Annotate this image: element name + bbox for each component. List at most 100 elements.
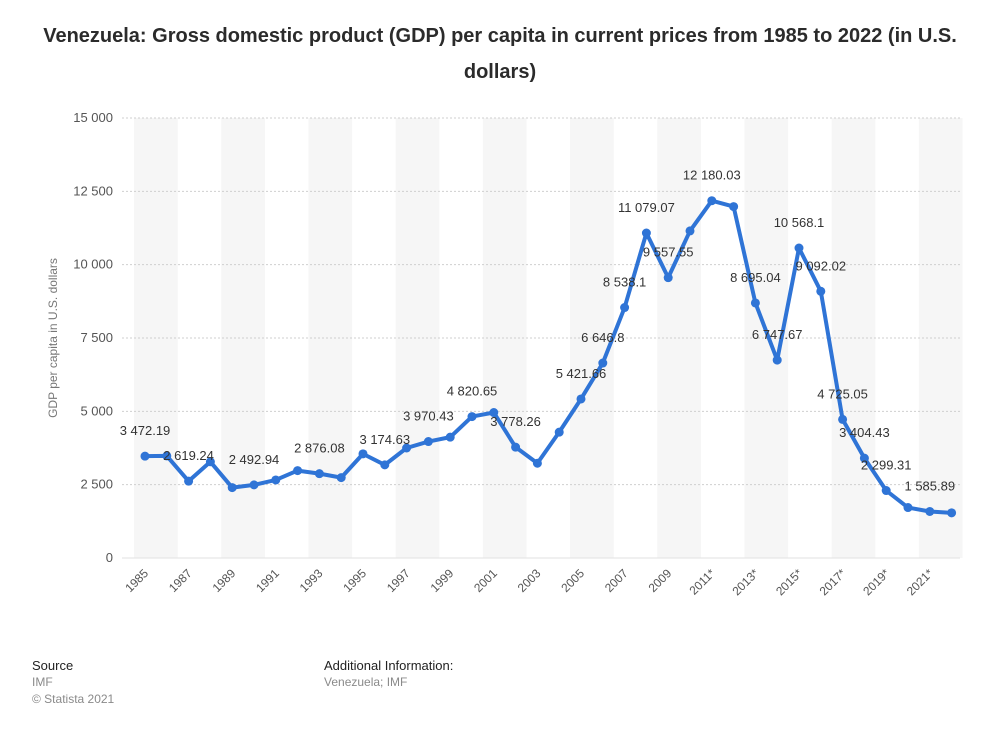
additional-info-heading: Additional Information: (324, 658, 454, 673)
x-tick-label: 2007 (602, 566, 631, 595)
x-tick-label: 1989 (210, 566, 239, 595)
data-point[interactable] (816, 286, 826, 296)
x-tick-label: 1987 (166, 566, 195, 595)
data-label: 8 695.04 (730, 270, 781, 285)
data-point[interactable] (641, 228, 651, 238)
x-tick-label: 1997 (384, 566, 413, 595)
y-axis-ticks: 0 2 500 5 000 7 500 10 000 12 500 15 000 (73, 110, 113, 565)
data-point[interactable] (445, 432, 455, 442)
x-tick-label: 2017* (817, 566, 849, 598)
x-axis-ticks: 1985 1987 1989 1991 1993 1995 1997 1999 2001 2003… (122, 566, 936, 598)
data-label: 8 538.1 (603, 275, 646, 290)
data-point[interactable] (184, 476, 194, 486)
y-axis-label: GDP per capita in U.S. dollars (46, 258, 60, 418)
y-tick-label: 15 000 (73, 110, 113, 125)
x-tick-label: 2015* (773, 566, 805, 598)
data-point[interactable] (620, 303, 630, 313)
x-tick-label: 1995 (340, 566, 369, 595)
additional-info-text: Venezuela; IMF (324, 675, 408, 689)
additional-info-block: Additional Information: Venezuela; IMF (324, 657, 453, 691)
data-label: 6 747.67 (752, 327, 803, 342)
data-point[interactable] (423, 437, 433, 447)
y-tick-label: 7 500 (80, 330, 113, 345)
data-point[interactable] (729, 202, 739, 212)
data-point[interactable] (336, 473, 346, 483)
x-tick-label: 2013* (729, 566, 761, 598)
data-point[interactable] (358, 449, 368, 459)
data-label: 5 421.66 (556, 366, 607, 381)
data-point[interactable] (663, 273, 673, 283)
data-point[interactable] (794, 243, 804, 253)
data-label: 2 492.94 (229, 452, 280, 467)
data-label: 12 180.03 (683, 168, 741, 183)
x-tick-label: 1985 (122, 566, 151, 595)
data-point[interactable] (380, 460, 390, 470)
data-point[interactable] (838, 414, 848, 424)
y-tick-label: 2 500 (80, 477, 113, 492)
data-label: 3 778.26 (490, 414, 541, 429)
x-tick-label: 2005 (558, 566, 587, 595)
x-tick-label: 2003 (515, 566, 544, 595)
x-tick-label: 2011* (686, 566, 718, 598)
chart-title: Venezuela: Gross domestic product (GDP) … (43, 25, 957, 83)
data-point[interactable] (925, 506, 935, 516)
data-point[interactable] (881, 486, 891, 496)
data-label: 6 646.8 (581, 330, 624, 345)
data-point[interactable] (271, 475, 281, 485)
data-label: 1 585.89 (904, 478, 955, 493)
y-tick-label: 10 000 (73, 257, 113, 272)
data-label: 4 725.05 (817, 386, 868, 401)
data-point[interactable] (554, 427, 564, 437)
data-point[interactable] (162, 451, 172, 461)
data-label: 10 568.1 (774, 215, 825, 230)
data-labels: 3 472.19 2 619.24 2 492.94 2 876.08 3 174.63… (120, 168, 955, 494)
data-point[interactable] (859, 453, 869, 463)
data-label: 2 876.08 (294, 441, 345, 456)
gridlines (122, 117, 960, 559)
data-point[interactable] (314, 469, 324, 479)
source-line: IMF (32, 675, 53, 689)
x-tick-label: 2019* (860, 566, 892, 598)
x-tick-label: 2009 (646, 566, 675, 595)
data-label: 3 174.63 (359, 432, 410, 447)
data-label: 9 557.55 (643, 245, 694, 260)
data-point[interactable] (750, 298, 760, 308)
x-tick-label: 1999 (428, 566, 457, 595)
data-label: 11 079.07 (618, 200, 675, 215)
x-tick-label: 1993 (297, 566, 326, 595)
data-point[interactable] (489, 408, 499, 418)
data-point[interactable] (467, 412, 477, 422)
data-point[interactable] (576, 394, 586, 404)
data-point[interactable] (205, 457, 215, 467)
copyright-line: © Statista 2021 (32, 692, 115, 706)
data-point[interactable] (707, 196, 717, 206)
data-point[interactable] (249, 480, 259, 490)
data-point[interactable] (947, 508, 957, 518)
series-gdp-per-capita (140, 196, 957, 518)
data-label: 2 619.24 (163, 448, 214, 463)
y-tick-label: 0 (106, 550, 113, 565)
y-tick-label: 12 500 (73, 183, 113, 198)
source-heading: Source (32, 658, 74, 673)
data-point[interactable] (903, 503, 913, 513)
data-label: 3 472.19 (120, 423, 171, 438)
data-point[interactable] (532, 458, 542, 468)
data-label: 3 970.43 (403, 409, 454, 424)
data-point[interactable] (598, 358, 608, 368)
data-point[interactable] (140, 451, 150, 461)
x-tick-label: 1991 (253, 566, 282, 595)
data-point[interactable] (402, 443, 412, 453)
data-label: 9 092.02 (795, 258, 846, 273)
data-label: 4 820.65 (447, 384, 498, 399)
source-block: Source IMF © Statista 2021 (32, 657, 114, 708)
data-point[interactable] (227, 483, 237, 493)
data-label: 3 404.43 (839, 425, 890, 440)
x-tick-label: 2021* (904, 566, 936, 598)
data-point[interactable] (293, 466, 303, 476)
data-point[interactable] (685, 226, 695, 236)
data-point[interactable] (772, 355, 782, 365)
data-label: 2 299.31 (861, 458, 912, 473)
data-point[interactable] (511, 442, 521, 452)
x-tick-label: 2001 (471, 566, 500, 595)
